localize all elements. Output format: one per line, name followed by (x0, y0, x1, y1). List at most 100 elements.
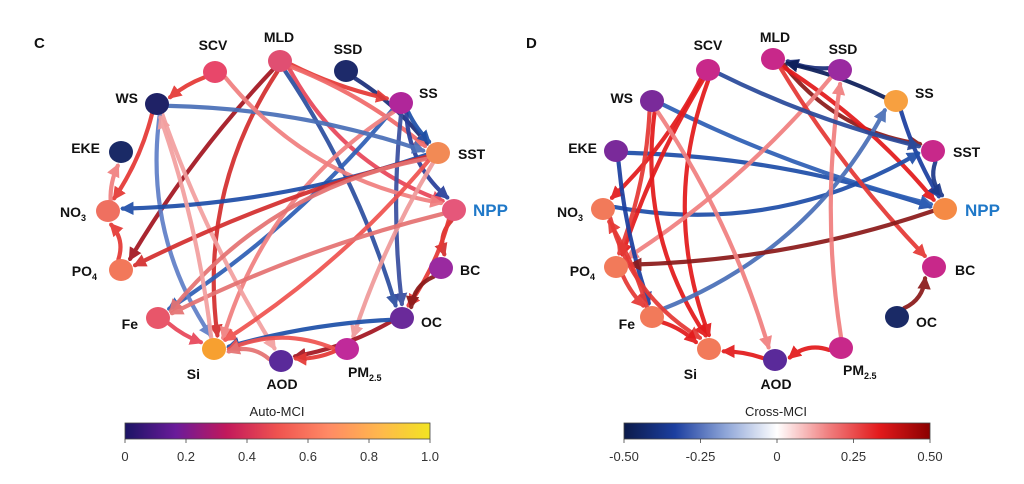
node-label-text: SST (458, 146, 486, 162)
node-label-mld: MLD (760, 29, 790, 45)
edge-scv-to-sst (717, 71, 922, 151)
node-label-text: EKE (568, 140, 597, 156)
node-ws (640, 90, 664, 112)
node-label-text: SSD (334, 41, 363, 57)
node-label-text: NPP (473, 201, 508, 220)
edge-po4-to-no3 (109, 222, 124, 262)
node-label-text: SS (419, 85, 438, 101)
panel-d-edges (607, 59, 945, 361)
node-label-no3: NO3 (60, 204, 86, 223)
node-label-text: EKE (71, 140, 100, 156)
node-label-ws: WS (610, 90, 633, 106)
node-sst (921, 140, 945, 162)
node-label-text: SS (915, 85, 934, 101)
node-ss (389, 92, 413, 114)
colorbar-tick-label: -0.25 (686, 449, 716, 464)
node-label-text: SCV (199, 37, 228, 53)
node-label-fe: Fe (122, 316, 139, 332)
node-label-aod: AOD (760, 376, 791, 392)
node-label-ws: WS (115, 90, 138, 106)
node-label-subscript: 3 (81, 213, 86, 223)
node-label-text: NPP (965, 201, 1000, 220)
edge-mld-to-oc (283, 68, 399, 308)
node-label-text: Si (684, 366, 697, 382)
edge-si-to-ws (157, 115, 214, 341)
colorbar-title-auto-mci: Auto-MCI (250, 404, 305, 419)
node-sst (426, 142, 450, 164)
node-label-subscript: 3 (578, 213, 583, 223)
colorbar-tick-label: 0.6 (299, 449, 317, 464)
node-label-text: Fe (619, 316, 636, 332)
node-oc (390, 307, 414, 329)
node-label-ss: SS (419, 85, 438, 101)
colorbar-tick-label: 1.0 (421, 449, 439, 464)
node-label-sst: SST (953, 144, 981, 160)
edge-pm25-to-aod (293, 348, 338, 366)
edge-ss-to-oc (393, 111, 408, 307)
node-fe (640, 306, 664, 328)
colorbar-bar-auto-mci (124, 422, 431, 440)
edge-ws-to-no3 (112, 111, 155, 201)
edge-fe-to-si (166, 321, 204, 345)
node-scv (203, 61, 227, 83)
edge-ws-to-sst (166, 103, 426, 154)
node-label-po4: PO4 (570, 263, 595, 282)
edge-mld-to-si (209, 69, 280, 339)
node-mld (268, 50, 292, 72)
edge-ssd-to-po4 (625, 75, 834, 260)
node-label-text: PM (843, 362, 864, 378)
edge-pm25-to-ssd (828, 81, 846, 340)
node-label-eke: EKE (71, 140, 100, 156)
node-label-ss: SS (915, 85, 934, 101)
node-scv (696, 59, 720, 81)
edge-aod-to-si (721, 344, 766, 361)
colorbar-tick-label: 0.4 (238, 449, 256, 464)
node-label-text: BC (460, 262, 480, 278)
edge-fe-to-ss (658, 107, 887, 312)
node-label-aod: AOD (266, 376, 297, 392)
node-mld (761, 48, 785, 70)
edge-no3-to-eke (107, 163, 120, 203)
node-si (697, 338, 721, 360)
node-label-bc: BC (460, 262, 480, 278)
colorbar-tick-label: 0.25 (841, 449, 866, 464)
edge-ss-to-sst (406, 109, 432, 144)
panel-d-network: D SCV MLD SSD WS SS EKE SST NO3 NPP PO4 BC Fe OC Si AO… (526, 29, 1000, 464)
edge-mld-to-npp (779, 64, 936, 202)
node-label-npp: NPP (965, 201, 1000, 220)
edge-sst-to-fe (168, 156, 430, 313)
edge-sst-to-pm25 (350, 160, 435, 339)
node-label-text: PO (72, 263, 92, 279)
node-label-text: SST (953, 144, 981, 160)
edge-po4-to-fe (620, 273, 646, 308)
node-label-text: WS (115, 90, 138, 106)
colorbar-auto-mci: Auto-MCI 0 0.2 0.4 0.6 0.8 1.0 (121, 404, 439, 464)
edge-scv-to-npp (223, 75, 444, 208)
node-label-bc: BC (955, 262, 975, 278)
node-label-subscript: 4 (92, 272, 97, 282)
edge-ws-to-si (649, 109, 708, 338)
node-pm25 (829, 337, 853, 359)
node-ssd (828, 59, 852, 81)
colorbar-tick-label: 0 (773, 449, 780, 464)
panel-letter-c: C (34, 35, 45, 52)
node-po4 (604, 256, 628, 278)
node-no3 (591, 198, 615, 220)
node-label-si: Si (684, 366, 697, 382)
edge-ws-to-aod (655, 108, 772, 350)
node-fe (146, 307, 170, 329)
colorbar-ticks-auto-mci: 0 0.2 0.4 0.6 0.8 1.0 (121, 439, 439, 464)
node-label-subscript: 4 (590, 272, 595, 282)
node-aod (763, 349, 787, 371)
node-po4 (109, 259, 133, 281)
node-si (202, 338, 226, 360)
node-ss (884, 90, 908, 112)
node-bc (922, 256, 946, 278)
edge-ws-to-si (154, 112, 213, 338)
node-aod (269, 350, 293, 372)
node-label-eke: EKE (568, 140, 597, 156)
node-label-pm25: PM2.5 (348, 364, 382, 383)
edge-bc-to-oc (405, 274, 436, 310)
node-label-text: SSD (829, 41, 858, 57)
colorbar-ticks-cross-mci: -0.50 -0.25 0 0.25 0.50 (609, 439, 943, 464)
